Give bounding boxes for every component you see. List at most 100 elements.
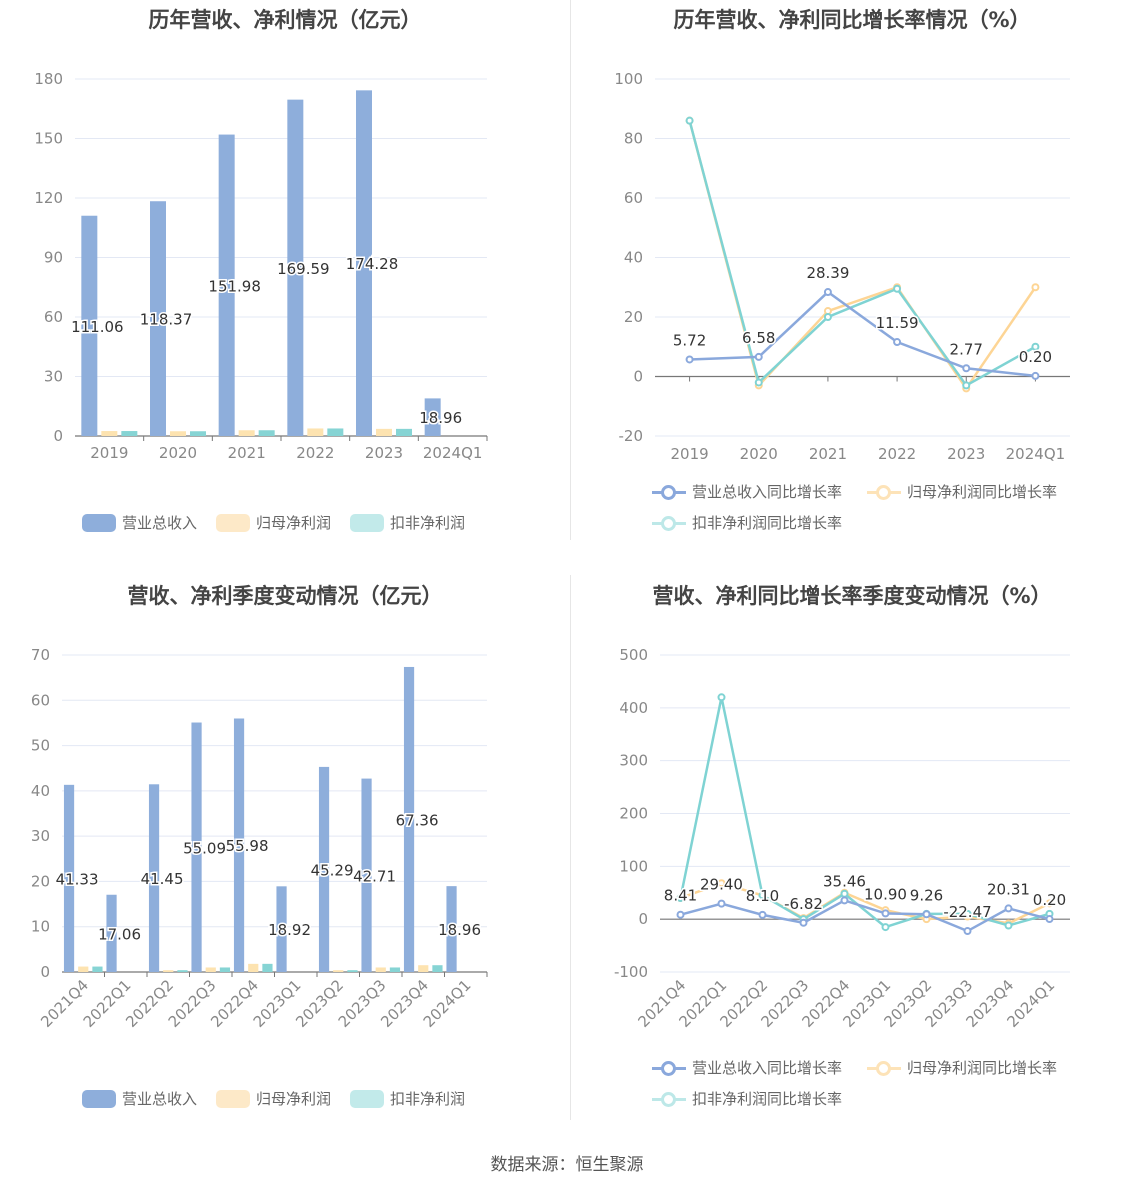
y-tick-label: 40 bbox=[31, 782, 50, 800]
legend-label: 扣非净利润同比增长率 bbox=[692, 514, 843, 532]
bar-revenue bbox=[233, 718, 245, 972]
data-label: 28.39 bbox=[806, 264, 849, 282]
bar-revenue bbox=[318, 766, 330, 972]
x-tick-label: 2021 bbox=[809, 445, 847, 463]
data-label: 45.29 bbox=[311, 861, 354, 879]
y-tick-label: 180 bbox=[34, 70, 63, 88]
data-label: 151.98 bbox=[208, 277, 261, 295]
bar-deducted-profit bbox=[190, 431, 206, 436]
legend-label: 归母净利润同比增长率 bbox=[907, 1059, 1058, 1077]
data-point bbox=[1045, 915, 1054, 924]
data-label: 11.59 bbox=[876, 314, 919, 332]
legend-item-revenue[interactable]: 营业总收入 bbox=[82, 1088, 197, 1109]
y-tick-label: 60 bbox=[31, 691, 50, 709]
bar-net-profit bbox=[307, 428, 324, 436]
bar-net-profit bbox=[418, 965, 429, 972]
data-point bbox=[1031, 283, 1040, 292]
data-label: 174.28 bbox=[346, 255, 399, 273]
data-point bbox=[754, 378, 763, 387]
legend-swatch bbox=[82, 1089, 116, 1108]
legend-label: 归母净利润同比增长率 bbox=[907, 483, 1058, 501]
data-point bbox=[881, 923, 890, 932]
data-label: 41.33 bbox=[56, 870, 99, 888]
data-label: 29.40 bbox=[700, 876, 743, 894]
x-tick-label: 2020 bbox=[159, 444, 197, 462]
data-point bbox=[685, 116, 694, 125]
legend-label: 扣非净利润同比增长率 bbox=[692, 1090, 843, 1108]
y-tick-label: 50 bbox=[31, 737, 50, 755]
data-point bbox=[799, 918, 808, 927]
x-tick-label: 2023 bbox=[947, 445, 985, 463]
legend-label: 扣非净利润 bbox=[390, 514, 466, 532]
data-point bbox=[1045, 899, 1054, 908]
bar-deducted-profit bbox=[92, 966, 103, 972]
legend-label: 归母净利润 bbox=[256, 1090, 332, 1108]
chart-3-title: 营收、净利季度变动情况（亿元） bbox=[127, 584, 443, 608]
line-revenue-growth bbox=[689, 290, 1036, 378]
legend-item-deducted-growth[interactable]: 扣非净利润同比增长率 bbox=[652, 512, 842, 533]
y-tick-label: -20 bbox=[619, 427, 644, 445]
y-tick-label: 0 bbox=[53, 427, 63, 445]
y-tick-label: 120 bbox=[34, 189, 63, 207]
data-point bbox=[922, 910, 931, 919]
bar-deducted-profit bbox=[262, 963, 273, 972]
legend-item-deducted-profit[interactable]: 扣非净利润 bbox=[350, 512, 465, 533]
data-label: 20.31 bbox=[987, 880, 1030, 898]
legend-swatch bbox=[652, 483, 686, 501]
bar-net-profit bbox=[248, 963, 259, 972]
legend-swatch bbox=[652, 514, 686, 532]
legend-item-revenue-growth[interactable]: 营业总收入同比增长率 bbox=[652, 1057, 842, 1078]
data-label: 8.41 bbox=[664, 887, 697, 905]
chart-3: 0102030405060702021Q42022Q12022Q22022Q32… bbox=[31, 646, 488, 1031]
chart-1-title: 历年营收、净利情况（亿元） bbox=[148, 8, 422, 32]
data-point bbox=[840, 896, 849, 905]
data-point bbox=[758, 891, 767, 900]
legend-item-net-profit[interactable]: 归母净利润 bbox=[216, 512, 331, 533]
data-label: -22.47 bbox=[943, 903, 991, 921]
y-tick-label: 100 bbox=[614, 70, 643, 88]
data-point bbox=[717, 899, 726, 908]
data-label: 111.06 bbox=[71, 318, 124, 336]
legend-item-net-profit[interactable]: 归母净利润 bbox=[216, 1088, 331, 1109]
data-point bbox=[676, 894, 685, 903]
x-tick-label: 2019 bbox=[670, 445, 708, 463]
data-point bbox=[685, 355, 694, 364]
y-tick-label: 0 bbox=[638, 910, 648, 928]
divider-top bbox=[570, 0, 571, 540]
divider-bottom bbox=[570, 575, 571, 1120]
legend-label: 营业总收入同比增长率 bbox=[692, 483, 843, 501]
data-label: -6.82 bbox=[784, 895, 823, 913]
legend-label: 营业总收入 bbox=[122, 514, 198, 532]
bar-revenue bbox=[403, 666, 415, 972]
bar-net-profit bbox=[101, 431, 118, 436]
bar-deducted-profit bbox=[432, 965, 443, 972]
data-label: 42.71 bbox=[353, 867, 396, 885]
bar-revenue bbox=[287, 99, 304, 437]
bar-net-profit bbox=[205, 967, 216, 972]
chart-2: -20 0 20 40 60 80 100 2019 2020 2021 2022 2023 2024Q… bbox=[614, 70, 1070, 463]
legend-item-deducted-growth[interactable]: 扣非净利润同比增长率 bbox=[652, 1088, 842, 1109]
legend-item-revenue-growth[interactable]: 营业总收入同比增长率 bbox=[652, 481, 842, 502]
legend-swatch bbox=[652, 1090, 686, 1108]
legend-item-revenue[interactable]: 营业总收入 bbox=[82, 512, 197, 533]
legend-item-deducted-profit[interactable]: 扣非净利润 bbox=[350, 1088, 465, 1109]
bar-revenue bbox=[446, 886, 457, 972]
bar-net-profit bbox=[78, 966, 89, 972]
bar-deducted-profit bbox=[327, 428, 344, 436]
data-point bbox=[881, 909, 890, 918]
data-label: 2.77 bbox=[950, 340, 983, 358]
y-tick-label: 500 bbox=[619, 646, 648, 664]
data-point bbox=[893, 338, 902, 347]
x-tick-label: 2023 bbox=[365, 444, 403, 462]
data-point bbox=[758, 910, 767, 919]
data-label: 0.20 bbox=[1019, 348, 1052, 366]
bar-deducted-profit bbox=[347, 970, 358, 972]
y-tick-label: 60 bbox=[624, 189, 643, 207]
x-tick-label: 2024Q1 bbox=[420, 976, 475, 1031]
data-point bbox=[840, 889, 849, 898]
legend-item-net-growth[interactable]: 归母净利润同比增长率 bbox=[867, 1057, 1057, 1078]
y-tick-label: 20 bbox=[31, 872, 50, 890]
data-point bbox=[676, 910, 685, 919]
legend-item-net-growth[interactable]: 归母净利润同比增长率 bbox=[867, 481, 1057, 502]
